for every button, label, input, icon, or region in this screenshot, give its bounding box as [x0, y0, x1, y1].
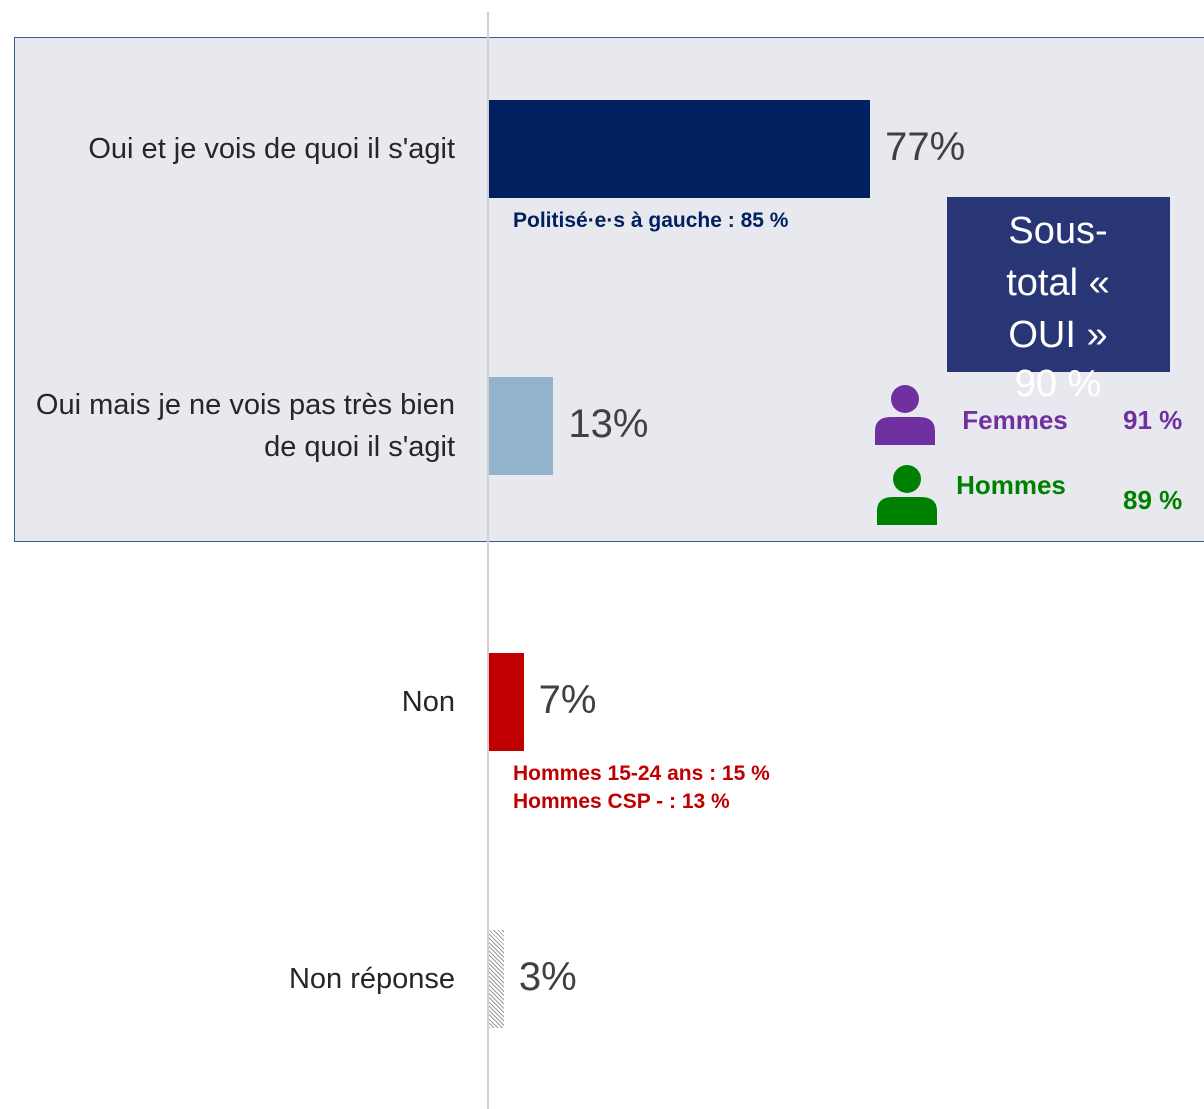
- annotation: Hommes CSP - : 13 %: [513, 790, 730, 814]
- gender-label: Hommes: [956, 470, 1066, 500]
- category-label: Non réponse: [288, 963, 455, 996]
- value-label: 7%: [538, 678, 597, 723]
- gender-value: 89 %: [1123, 485, 1183, 515]
- bar: [489, 653, 524, 752]
- gender-label: Femmes: [962, 405, 1068, 435]
- category-label: Non: [401, 686, 455, 719]
- annotation: Hommes 15-24 ans : 15 %: [513, 762, 770, 786]
- value-label: 3%: [518, 955, 577, 1000]
- person-icon: [875, 385, 935, 445]
- category-label: Oui mais je ne vois pas très bien de quo…: [35, 388, 455, 463]
- gender-value: 91 %: [1123, 405, 1183, 435]
- axis-line: [487, 12, 489, 1109]
- annotation: Politisé·e·s à gauche : 85 %: [513, 209, 789, 232]
- category-label: Oui et je vois de quoi il s'agit: [88, 133, 455, 165]
- subtotal-title: Sous-total « OUI »: [1006, 210, 1110, 356]
- value-label: 13%: [568, 401, 649, 446]
- bar: [489, 930, 504, 1029]
- bar: [489, 100, 871, 198]
- person-icon: [877, 465, 937, 525]
- bar: [489, 376, 554, 475]
- subtotal-box: [947, 197, 1170, 372]
- value-label: 77%: [885, 125, 966, 169]
- subtotal-value: 90 %: [1014, 363, 1102, 405]
